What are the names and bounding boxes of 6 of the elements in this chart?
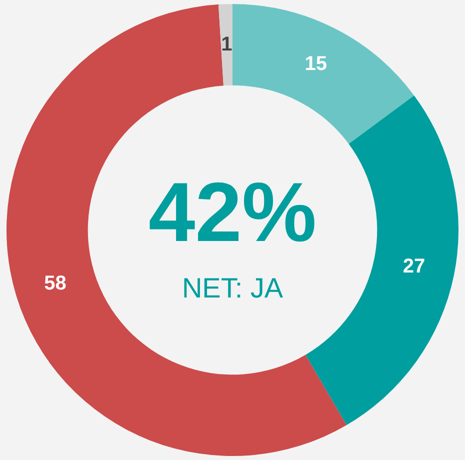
- data-label: 27: [402, 256, 426, 278]
- data-label: 15: [304, 53, 327, 76]
- data-label: 58: [44, 272, 66, 294]
- text: NET: JA: [182, 272, 284, 304]
- text: 42%: [148, 165, 317, 260]
- data-label: 1: [221, 33, 232, 56]
